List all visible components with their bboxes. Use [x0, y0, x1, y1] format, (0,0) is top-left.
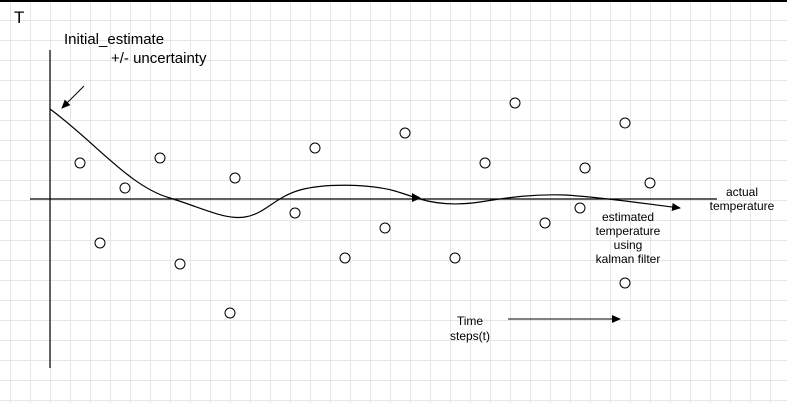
time-label-line1: Time: [456, 314, 484, 328]
filter-label-line3: using: [613, 238, 643, 252]
initial-estimate-arrow: [61, 85, 85, 109]
measurement-point: [229, 172, 241, 184]
measurement-point: [579, 162, 591, 174]
measurement-point: [509, 97, 521, 109]
measurement-point: [289, 207, 301, 219]
measurement-point: [619, 117, 631, 129]
initial-estimate-line1: Initial_estimate: [64, 31, 165, 48]
measurement-point: [154, 152, 166, 164]
actual-temperature-label: actual temperature: [704, 185, 780, 213]
measurement-point: [449, 252, 461, 264]
measurement-point: [619, 277, 631, 289]
measurement-point: [644, 177, 656, 189]
y-axis-label: T: [14, 8, 25, 27]
measurement-point: [174, 258, 186, 270]
measurement-point: [399, 127, 411, 139]
measurement-point: [309, 142, 321, 154]
measurement-point: [224, 307, 236, 319]
initial-estimate-line2: +/- uncertainty: [111, 50, 207, 67]
filter-label-line2: temperature: [595, 224, 661, 238]
filter-label-line1: estimated: [601, 210, 655, 224]
actual-label-line2: temperature: [709, 199, 775, 213]
measurement-point: [479, 157, 491, 169]
measurement-point: [74, 157, 86, 169]
measurement-point: [339, 252, 351, 264]
kalman-filter-label: estimated temperature using kalman filte…: [582, 210, 674, 266]
measurement-point: [119, 182, 131, 194]
measurement-point: [574, 202, 586, 214]
measurement-point: [94, 237, 106, 249]
initial-estimate-label: Initial_estimate +/- uncertainty: [64, 30, 206, 68]
measurement-point: [379, 222, 391, 234]
time-steps-label: Time steps(t): [430, 314, 510, 344]
time-label-line2: steps(t): [449, 329, 490, 343]
measurement-points: [74, 97, 656, 319]
actual-label-line1: actual: [725, 185, 759, 199]
curve-direction-arrowhead: [412, 193, 421, 202]
measurement-point: [539, 217, 551, 229]
filter-label-line4: kalman filter: [595, 252, 661, 266]
kalman-estimate-curve: [49, 108, 681, 219]
